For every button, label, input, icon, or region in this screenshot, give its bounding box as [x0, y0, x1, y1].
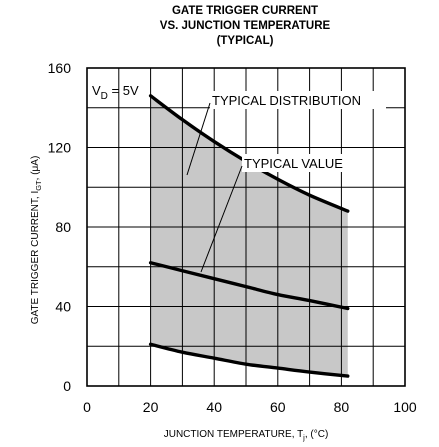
chart-title-line-2: VS. JUNCTION TEMPERATURE: [160, 20, 331, 32]
tick-labels: 0 20 40 60 80 100 0 40 80 120 160: [48, 60, 417, 415]
series-line-lower-limit: [148, 342, 350, 378]
distribution-band: [150, 95, 348, 377]
y-tick-label: 40: [55, 299, 71, 315]
y-tick-label: 0: [63, 378, 71, 394]
x-tick-label: 60: [270, 399, 286, 415]
y-tick-label: 160: [48, 60, 72, 76]
x-tick-label: 20: [143, 399, 159, 415]
distribution-leader-line: [186, 102, 211, 176]
x-tick-label: 80: [334, 399, 350, 415]
distribution-band-fill: [150, 95, 348, 377]
x-tick-label: 0: [83, 399, 91, 415]
y-axis-label: GATE TRIGGER CURRENT, IGT, (μA): [30, 156, 43, 325]
series-line-typical-value: [148, 261, 350, 311]
y-tick-label: 120: [48, 140, 72, 156]
chart-title-line-3: (TYPICAL): [217, 35, 274, 47]
y-tick-label: 80: [55, 219, 71, 235]
x-tick-label: 40: [206, 399, 222, 415]
x-tick-label: 100: [393, 399, 417, 415]
grid: [87, 68, 405, 386]
condition-label: VD = 5V: [92, 83, 139, 102]
typical-value-leader-line: [200, 165, 243, 273]
x-axis-label: JUNCTION TEMPERATURE, Tj, (°C): [164, 429, 329, 442]
typical-value-label: TYPICAL VALUE: [244, 156, 343, 171]
distribution-label: TYPICAL DISTRIBUTION: [212, 93, 361, 108]
typical-value-label-bg: [242, 154, 360, 172]
chart-title-line-1: GATE TRIGGER CURRENT: [172, 5, 318, 17]
distribution-label-bg: [210, 91, 386, 109]
plot-frame: [86, 67, 406, 387]
